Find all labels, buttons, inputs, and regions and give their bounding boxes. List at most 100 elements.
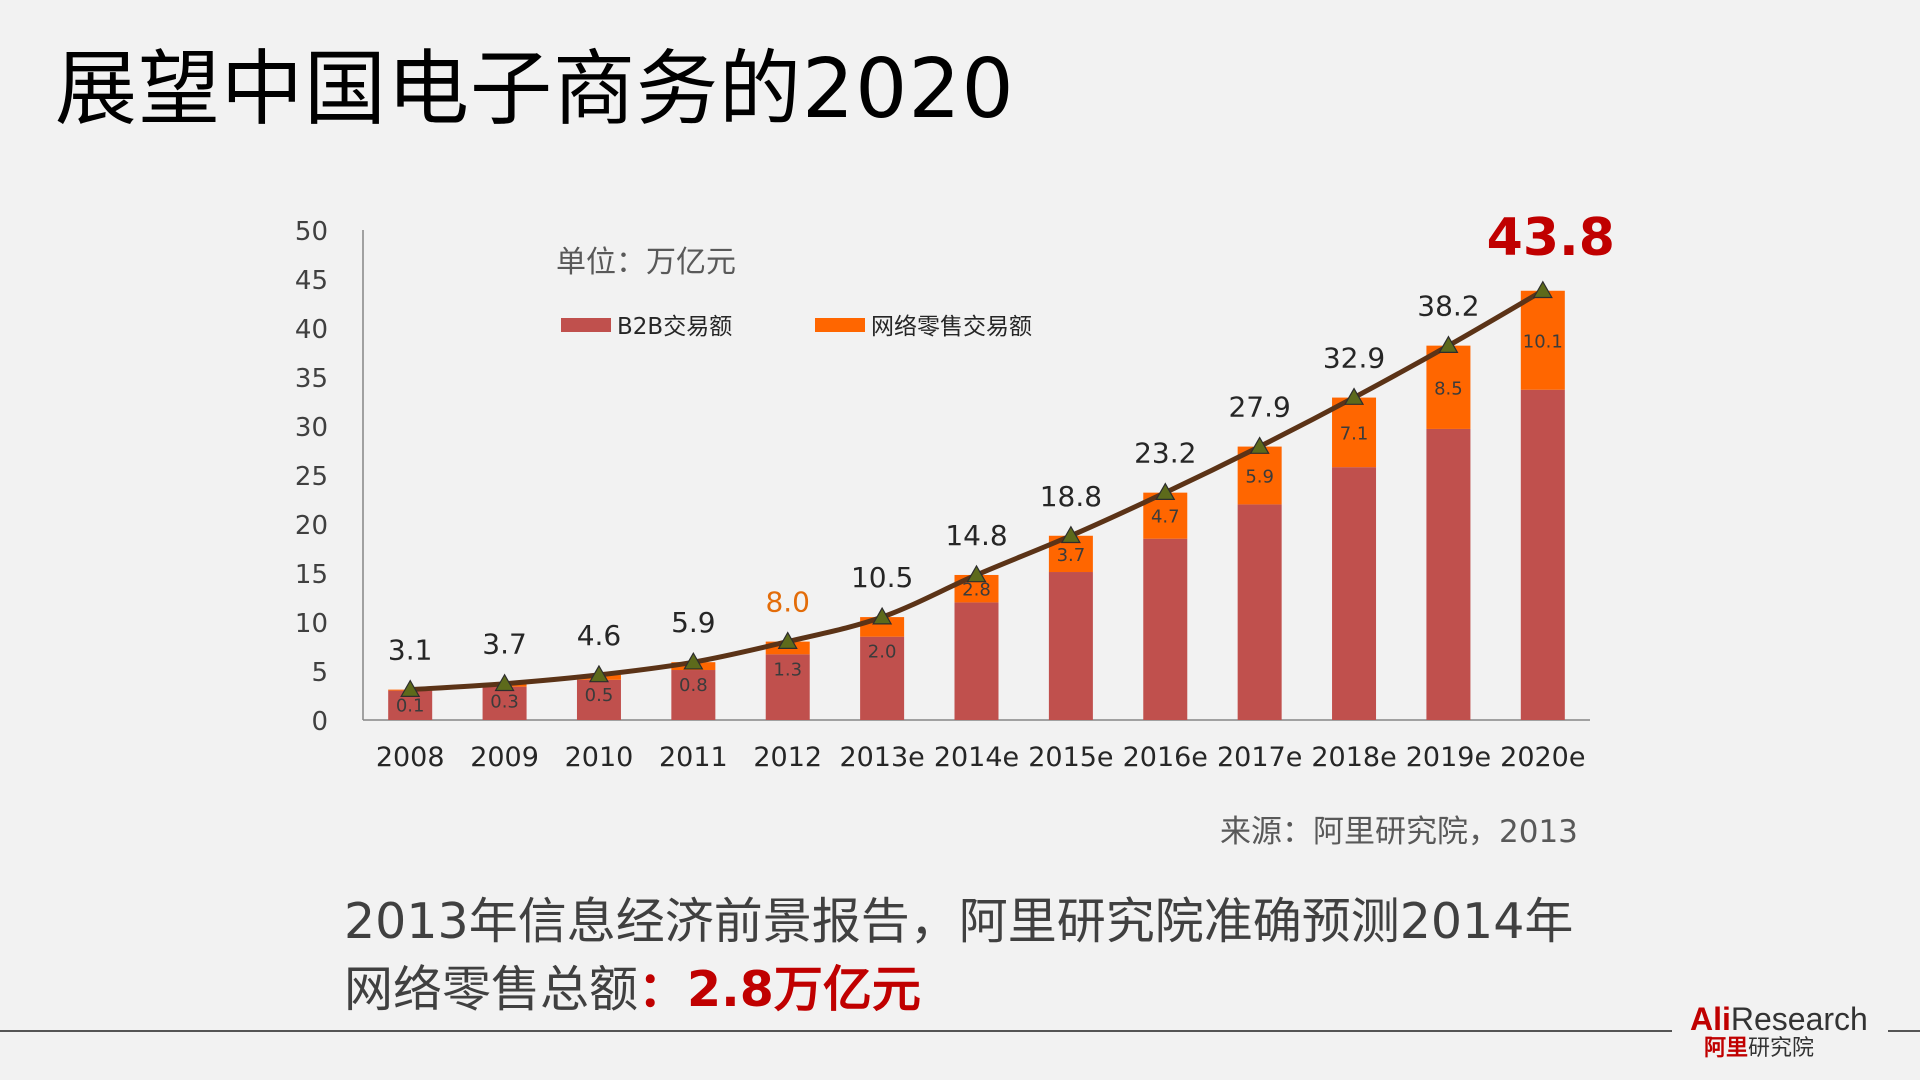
logo-accent: Ali xyxy=(1690,1001,1731,1037)
x-tick-label: 2018e xyxy=(1311,742,1396,773)
y-tick-label: 10 xyxy=(295,609,328,639)
total-marker xyxy=(777,631,798,649)
legend-swatch xyxy=(561,318,611,332)
y-tick-label: 50 xyxy=(295,217,328,247)
y-tick-label: 20 xyxy=(295,511,328,541)
total-marker xyxy=(966,564,987,583)
conclusion-line-1: 2013年信息经济前景报告，阿里研究院准确预测2014年 xyxy=(344,893,1574,950)
x-tick-label: 2014e xyxy=(934,742,1019,773)
total-label: 5.9 xyxy=(671,606,716,639)
footer-rule xyxy=(0,1030,1672,1032)
segment-label: 2.0 xyxy=(868,642,897,663)
chart-axes: 0 5 10 15 20 25 30 35 40 45 50 2008 2009 2010 2011 2012… xyxy=(295,217,1590,773)
segment-label: 0.3 xyxy=(490,692,519,713)
conclusion-prefix: 网络零售总额 xyxy=(344,961,639,1018)
total-label: 4.6 xyxy=(577,619,622,652)
bar-retail xyxy=(1426,345,1471,429)
conclusion-line-2: 网络零售总额：2.8万亿元 xyxy=(344,956,1573,1024)
bar-b2b xyxy=(482,686,527,720)
chart-bars xyxy=(388,290,1565,720)
segment-label: 1.3 xyxy=(773,659,802,680)
bar-b2b xyxy=(765,654,810,720)
x-tick-label: 2008 xyxy=(376,742,445,773)
stacked-bar-chart: 0 5 10 15 20 25 30 35 40 45 50 2008 2009 2010 2011 2012… xyxy=(295,208,1615,773)
x-tick-label: 2020e xyxy=(1500,742,1585,773)
aliresearch-logo: AliResearch 阿里研究院 xyxy=(1690,1002,1868,1062)
segment-label: 0.8 xyxy=(679,675,708,696)
unit-label: 单位：万亿元 xyxy=(556,245,736,280)
legend-swatch xyxy=(815,318,865,332)
total-marker xyxy=(1438,335,1459,353)
conclusion-text: 2013年信息经济前景报告，阿里研究院准确预测2014年 网络零售总额：2.8万… xyxy=(344,888,1573,1024)
logo-rest: Research xyxy=(1730,1001,1868,1037)
total-marker xyxy=(1249,436,1270,454)
segment-labels: 0.1 0.3 0.5 0.8 1.3 2.0 2.8 3.7 4.7 5.9 7.1 8.5 10.1 xyxy=(396,331,1563,716)
total-label: 43.8 xyxy=(1487,208,1615,268)
y-tick-label: 35 xyxy=(295,364,328,394)
x-tick-label: 2009 xyxy=(470,742,539,773)
segment-label: 7.1 xyxy=(1340,423,1369,444)
logo-cn-rest: 研究院 xyxy=(1748,1036,1815,1061)
bar-b2b xyxy=(576,679,621,720)
y-tick-label: 40 xyxy=(295,315,328,345)
bar-b2b xyxy=(954,602,999,720)
bar-b2b xyxy=(1332,467,1377,720)
segment-label: 0.5 xyxy=(585,685,614,706)
total-marker xyxy=(1060,525,1081,544)
segment-label: 3.7 xyxy=(1057,545,1086,566)
bar-b2b xyxy=(671,670,716,720)
segment-label: 4.7 xyxy=(1151,507,1180,528)
legend-label: B2B交易额 xyxy=(617,314,732,340)
bar-retail xyxy=(1332,397,1377,468)
bar-b2b xyxy=(1237,504,1282,720)
total-marker xyxy=(1155,482,1176,500)
total-label: 27.9 xyxy=(1228,391,1290,424)
y-tick-label: 30 xyxy=(295,413,328,443)
total-marker xyxy=(1344,387,1365,405)
total-label: 8.0 xyxy=(765,586,810,619)
x-tick-label: 2011 xyxy=(659,742,728,773)
total-label: 14.8 xyxy=(945,519,1007,552)
x-tick-label: 2013e xyxy=(839,742,924,773)
total-label: 3.1 xyxy=(388,634,433,667)
bar-b2b xyxy=(1520,389,1565,720)
total-marker xyxy=(400,679,421,697)
total-marker xyxy=(683,651,704,670)
segment-label: 2.8 xyxy=(962,580,991,601)
x-tick-label: 2010 xyxy=(565,742,634,773)
logo-cn-accent: 阿里 xyxy=(1704,1036,1749,1061)
slide-title: 展望中国电子商务的2020 xyxy=(55,42,1015,137)
bar-retail xyxy=(1520,290,1565,390)
x-tick-label: 2017e xyxy=(1217,742,1302,773)
y-tick-label: 25 xyxy=(295,462,328,492)
x-tick-label: 2019e xyxy=(1406,742,1491,773)
segment-label: 0.1 xyxy=(396,696,425,717)
y-tick-label: 15 xyxy=(295,560,328,590)
total-label: 32.9 xyxy=(1323,342,1385,375)
bar-b2b xyxy=(1426,428,1471,720)
total-label: 18.8 xyxy=(1040,480,1102,513)
total-labels: 3.1 3.7 4.6 5.9 8.0 10.5 14.8 18.8 23.2 27.9 32.9 3… xyxy=(388,208,1615,667)
y-tick-label: 45 xyxy=(295,266,328,296)
source-note: 来源：阿里研究院，2013 xyxy=(1220,814,1578,850)
total-marker xyxy=(872,606,893,625)
total-line xyxy=(400,280,1553,697)
bar-b2b xyxy=(1143,538,1188,720)
x-tick-label: 2015e xyxy=(1028,742,1113,773)
conclusion-highlight: ：2.8万亿元 xyxy=(638,961,921,1018)
total-marker xyxy=(494,673,515,692)
total-label: 10.5 xyxy=(851,561,913,594)
total-label: 3.7 xyxy=(482,628,527,661)
segment-label: 5.9 xyxy=(1245,466,1274,487)
bar-b2b xyxy=(1048,572,1093,720)
bar-b2b xyxy=(860,636,905,720)
chart-legend: B2B交易额 网络零售交易额 xyxy=(561,314,1032,340)
total-label: 23.2 xyxy=(1134,437,1196,470)
x-tick-label: 2016e xyxy=(1123,742,1208,773)
footer-rule-right xyxy=(1888,1030,1920,1032)
legend-label: 网络零售交易额 xyxy=(871,314,1032,340)
segment-label: 10.1 xyxy=(1523,331,1563,352)
total-marker xyxy=(588,664,609,683)
x-tick-label: 2012 xyxy=(753,742,822,773)
total-label: 38.2 xyxy=(1417,290,1479,323)
